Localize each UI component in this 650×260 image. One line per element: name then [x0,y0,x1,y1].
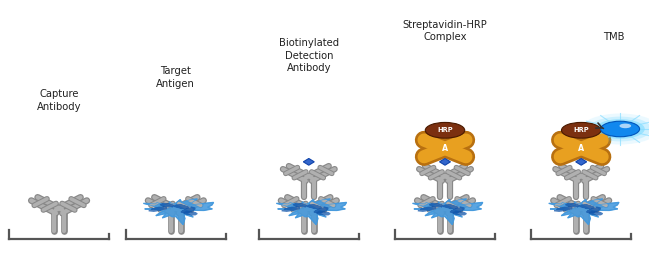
Text: Target
Antigen: Target Antigen [157,66,195,89]
Circle shape [601,121,640,137]
Text: Capture
Antibody: Capture Antibody [37,89,81,112]
Circle shape [562,122,601,138]
Polygon shape [144,199,214,225]
Polygon shape [276,199,346,225]
Circle shape [589,116,650,141]
Text: HRP: HRP [437,127,453,133]
Polygon shape [439,159,450,165]
Polygon shape [576,159,587,165]
Text: A: A [578,144,584,153]
Text: A: A [442,144,448,153]
Circle shape [619,124,631,128]
Text: HRP: HRP [573,127,589,133]
Circle shape [425,122,465,138]
Circle shape [595,119,645,139]
Polygon shape [549,199,619,225]
Polygon shape [304,159,314,165]
Circle shape [581,113,650,145]
Text: TMB: TMB [603,32,625,42]
Text: Streptavidin-HRP
Complex: Streptavidin-HRP Complex [402,20,488,42]
Polygon shape [413,199,483,225]
Text: Biotinylated
Detection
Antibody: Biotinylated Detection Antibody [279,38,339,73]
